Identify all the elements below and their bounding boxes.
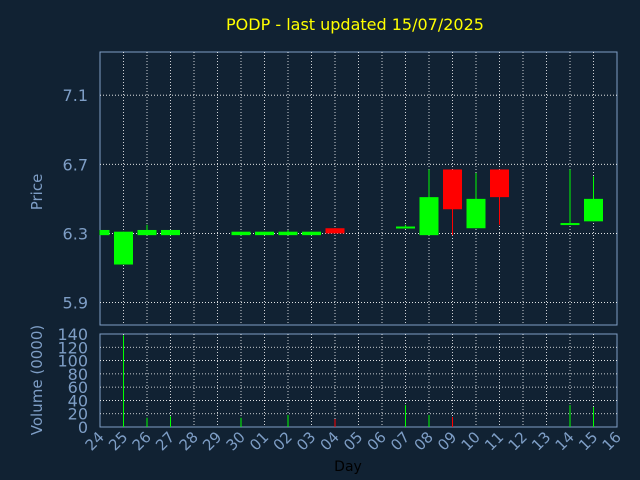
price-tick-label: 7.1 — [63, 86, 88, 105]
candle-body — [560, 223, 580, 226]
candle-body — [396, 226, 415, 229]
candle-body — [161, 229, 180, 236]
price-tick-label: 6.7 — [63, 155, 88, 174]
volume-grid — [100, 334, 617, 427]
volume-tick-label: 120 — [57, 338, 88, 357]
candle-body — [443, 169, 462, 210]
candle-body — [490, 169, 509, 198]
price-y-ticks: 5.9 6.3 6.7 7.1 — [63, 86, 88, 312]
candle-body — [302, 231, 321, 236]
price-tick-label: 5.9 — [63, 294, 88, 313]
candle-body — [255, 231, 274, 236]
candle-body — [231, 231, 251, 236]
price-grid — [100, 52, 617, 325]
candle-body — [419, 197, 439, 236]
volume-tick-label: 80 — [68, 365, 88, 384]
candle-body — [100, 229, 110, 236]
volume-tick-label: 40 — [68, 391, 88, 410]
volume-tick-label: 20 — [68, 405, 88, 424]
x-tick-labels: 2425262728293001020304050607080910111213… — [82, 428, 625, 454]
volume-tick-label: 100 — [57, 352, 88, 371]
volume-tick-label: 0 — [78, 418, 88, 437]
price-panel: 5.9 6.3 6.7 7.1 Price — [28, 51, 618, 326]
candle-body — [325, 228, 345, 234]
price-y-label: Price — [28, 174, 46, 211]
chart-title: PODP - last updated 15/07/2025 — [226, 15, 484, 34]
volume-tick-label: 140 — [57, 325, 88, 344]
candle-body — [278, 231, 298, 236]
price-tick-label: 6.3 — [63, 224, 88, 243]
candle-body — [114, 231, 133, 265]
x-axis-label: Day — [334, 459, 362, 475]
candle-body — [584, 198, 603, 222]
volume-bars — [123, 335, 594, 427]
candles — [99, 169, 603, 265]
volume-y-label: Volume (0000) — [28, 325, 46, 435]
volume-tick-label: 60 — [68, 378, 88, 397]
candle-body — [137, 229, 157, 236]
candle-body — [466, 198, 486, 229]
